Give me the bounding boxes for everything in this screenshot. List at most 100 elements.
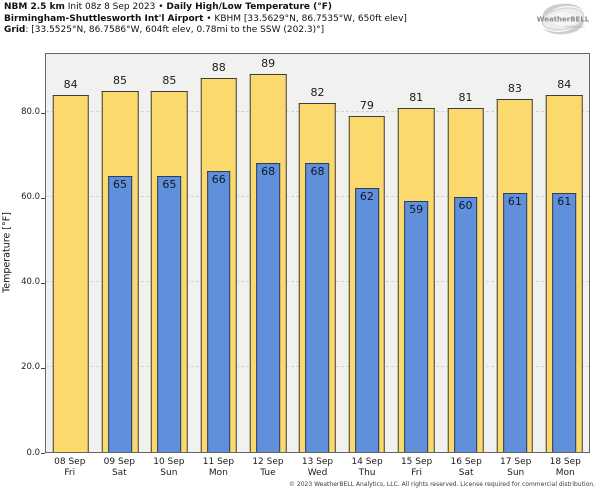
high-value-label: 84 — [63, 77, 78, 91]
bar-group: 81 60 — [441, 54, 490, 452]
station-meta: • KBHM [33.5629°N, 86.7535°W, 650ft elev… — [203, 13, 407, 24]
x-tick-label: 14 Sep Thu — [342, 457, 392, 478]
high-value-label: 89 — [261, 56, 276, 70]
high-value-label: 85 — [113, 73, 128, 87]
high-value-label: 79 — [359, 99, 374, 113]
y-axis-title: Temperature [°F] — [1, 212, 13, 293]
x-tick-date: 16 Sep — [450, 457, 482, 467]
low-bar: 59 — [404, 201, 429, 452]
high-value-label: 85 — [162, 73, 177, 87]
copyright-text: © 2023 WeatherBELL Analytics, LLC. All r… — [289, 481, 595, 488]
x-tick-label: 12 Sep Tue — [243, 457, 293, 478]
bar-group: 89 68 — [243, 54, 292, 452]
x-tick-date: 15 Sep — [400, 457, 433, 467]
x-tick-label: 18 Sep Mon — [540, 457, 590, 478]
low-value-label: 65 — [162, 177, 177, 191]
high-value-label: 81 — [458, 90, 473, 104]
bar-group: 84 — [46, 54, 95, 452]
high-value-label: 82 — [310, 86, 325, 100]
bar-group: 83 61 — [490, 54, 539, 452]
grid-value: : [33.5525°N, 86.7586°W, 604ft elev, 0.7… — [25, 25, 325, 36]
x-tick-day: Tue — [260, 467, 276, 478]
low-bar: 65 — [157, 175, 182, 452]
low-value-label: 60 — [458, 198, 473, 212]
bars-layer: 84 85 65 85 65 88 66 89 68 82 68 79 62 81 59 81 60 83 61 84… — [46, 54, 589, 452]
product-title: Daily High/Low Temperature (°F) — [166, 2, 332, 12]
y-tick-label: 40.0 — [21, 277, 40, 288]
weatherbell-swirl-icon: WeatherBELL Analytics LLC — [537, 3, 590, 35]
low-value-label: 61 — [507, 194, 522, 208]
low-bar: 62 — [354, 188, 379, 452]
low-bar: 60 — [453, 196, 478, 452]
low-value-label: 62 — [359, 190, 374, 204]
bar-group: 82 68 — [293, 54, 342, 452]
bar-group: 81 59 — [392, 54, 441, 452]
low-value-label: 65 — [113, 177, 128, 191]
x-tick-day: Wed — [307, 467, 328, 478]
low-value-label: 59 — [409, 203, 424, 217]
high-value-label: 83 — [507, 82, 522, 96]
y-tick-label: 60.0 — [21, 192, 40, 203]
x-tick-day: Sat — [458, 467, 474, 478]
y-tick-label: 0.0 — [26, 447, 40, 458]
x-tick-date: 08 Sep — [54, 457, 86, 467]
x-tick-date: 10 Sep — [153, 457, 185, 467]
x-tick-label: 10 Sep Sun — [144, 457, 194, 478]
x-tick-label: 16 Sep Sat — [441, 457, 491, 478]
y-tick-mark — [41, 453, 45, 454]
y-tick-label: 80.0 — [21, 107, 40, 118]
model-name: NBM 2.5 km — [4, 2, 65, 12]
bar-group: 85 65 — [145, 54, 194, 452]
x-tick-day: Fri — [411, 467, 422, 478]
bar-group: 84 61 — [540, 54, 589, 452]
x-tick-label: 17 Sep Sun — [491, 457, 541, 478]
header-line-2: Birmingham-Shuttlesworth Int'l Airport •… — [4, 14, 407, 26]
x-tick-date: 14 Sep — [351, 457, 383, 467]
low-value-label: 68 — [261, 164, 276, 178]
x-tick-day: Sun — [507, 467, 525, 478]
bar-group: 79 62 — [342, 54, 391, 452]
y-tick-mark — [41, 367, 45, 369]
logo-text: WeatherBELL — [537, 16, 590, 24]
grid-label: Grid — [4, 25, 26, 36]
bar-group: 88 66 — [194, 54, 243, 452]
bar-group: 85 65 — [95, 54, 144, 452]
low-bar: 61 — [552, 192, 577, 452]
x-tick-day: Mon — [555, 467, 575, 478]
x-axis-labels: 08 Sep Fri 09 Sep Sat 10 Sep Sun 11 Sep Mon 12 S… — [45, 457, 590, 478]
low-bar: 61 — [503, 192, 527, 452]
plot-area: 84 85 65 85 65 88 66 89 68 82 68 79 62 81 59 81 60 83 61 84… — [45, 53, 590, 453]
y-tick-mark — [41, 197, 45, 199]
high-value-label: 84 — [557, 77, 572, 91]
x-tick-date: 11 Sep — [202, 457, 235, 467]
x-tick-day: Thu — [358, 467, 376, 478]
x-tick-day: Mon — [208, 467, 228, 478]
x-tick-day: Sat — [111, 467, 127, 478]
x-tick-label: 15 Sep Fri — [392, 457, 442, 478]
low-bar: 66 — [206, 171, 231, 452]
low-value-label: 66 — [211, 173, 226, 187]
x-tick-day: Fri — [64, 467, 76, 478]
y-tick-label: 20.0 — [21, 362, 40, 373]
high-value-label: 88 — [211, 60, 226, 74]
x-tick-date: 18 Sep — [549, 457, 581, 467]
y-tick-mark — [41, 282, 45, 284]
x-tick-date: 17 Sep — [500, 457, 532, 467]
init-time: Init 08z 8 Sep 2023 • — [64, 2, 167, 12]
high-value-label: 81 — [409, 90, 424, 104]
y-tick-mark — [41, 112, 45, 114]
x-tick-day: Sun — [160, 467, 178, 478]
low-value-label: 61 — [557, 194, 572, 208]
x-tick-label: 13 Sep Wed — [293, 457, 343, 478]
x-tick-label: 09 Sep Sat — [95, 457, 145, 478]
low-bar: 68 — [256, 162, 280, 452]
high-bar — [52, 94, 89, 452]
x-tick-label: 11 Sep Mon — [194, 457, 244, 478]
header-line-3: Grid: [33.5525°N, 86.7586°W, 604ft elev,… — [4, 25, 407, 37]
station-name: Birmingham-Shuttlesworth Int'l Airport — [4, 13, 204, 24]
x-tick-label: 08 Sep Fri — [45, 457, 95, 478]
x-tick-date: 13 Sep — [301, 457, 334, 467]
x-tick-date: 09 Sep — [103, 457, 135, 467]
header-line-1: NBM 2.5 km Init 08z 8 Sep 2023 • Daily H… — [4, 2, 407, 14]
